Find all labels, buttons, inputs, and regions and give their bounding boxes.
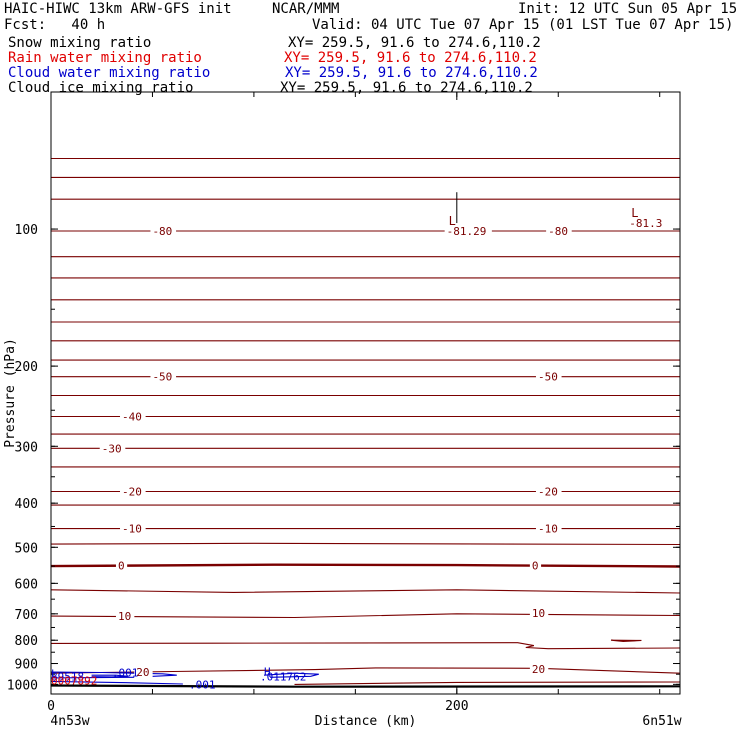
isotherm-label: -80: [152, 225, 172, 238]
cloud-water-label: H: [264, 666, 271, 679]
label-backdrop: [529, 606, 549, 619]
contour-labels: -80L-81.29 -80L-81.3-50 -50-40-30-20 -20-10…: [51, 206, 668, 691]
y-tick-label: 100: [15, 223, 38, 238]
isotherm-label: 20: [136, 666, 149, 679]
isotherm-label: -80: [548, 225, 568, 238]
isotherm-closed-contour: [610, 639, 642, 643]
cloud-water-line: [91, 674, 129, 678]
isotherm-label: 0: [532, 559, 539, 572]
isotherm-line: [294, 681, 681, 685]
isotherm-label: -81.29: [447, 225, 487, 238]
x-tick-label: 200: [445, 699, 468, 714]
rain-water-label: 0007892: [51, 674, 97, 687]
field-xy-rain: XY= 259.5, 91.6 to 274.6,110.2: [284, 50, 537, 66]
field-xy-cloud-water: XY= 259.5, 91.6 to 274.6,110.2: [285, 65, 538, 81]
y-tick-label: 200: [15, 360, 38, 375]
isotherm-label: 0: [118, 559, 125, 572]
x-tick-label: 0: [47, 699, 55, 714]
forecast-hour: Fcst: 40 h: [4, 17, 106, 33]
label-backdrop: [529, 559, 542, 572]
isotherm-label: -20: [538, 485, 558, 498]
isotherm-label: 20: [532, 663, 545, 676]
isotherm-line: [50, 563, 681, 568]
label-backdrop: [535, 522, 562, 535]
isotherm-line: [50, 589, 681, 594]
y-tick-label: 700: [15, 608, 38, 623]
field-name-cloud-water: Cloud water mixing ratio: [8, 65, 211, 81]
isotherm-line: [50, 642, 681, 650]
y-tick-label: 400: [15, 497, 38, 512]
x-left-endpoint: 4n53w: [50, 714, 89, 729]
x-axis-label: Distance (km): [315, 714, 417, 729]
init-time: Init: 12 UTC Sun 05 Apr 15: [518, 1, 738, 17]
extremum-marker: L: [449, 214, 456, 228]
cloud-water-label: .001: [112, 667, 139, 680]
isotherm-label: -50: [538, 371, 558, 384]
y-axis-label: Pressure (hPa): [3, 338, 18, 448]
label-backdrop: [535, 370, 562, 383]
label-backdrop: [150, 225, 177, 238]
isotherm-label: -81.3: [629, 217, 662, 230]
isotherm-label: -10: [538, 523, 558, 536]
label-backdrop: [444, 225, 492, 238]
isotherm-line: [50, 613, 681, 619]
cloud-water-line: [50, 680, 183, 685]
cloud-water-line: [263, 672, 319, 678]
label-backdrop: [120, 410, 146, 423]
isotherm-label: -20: [122, 485, 142, 498]
cloud-water-label: 89518: [51, 671, 84, 684]
y-tick-label: 900: [15, 658, 38, 673]
cloud-water-line: [50, 671, 177, 679]
x-right-endpoint: 6n51w: [642, 714, 681, 729]
isotherm-label: 10: [532, 607, 545, 620]
isotherm-label: 10: [118, 610, 131, 623]
y-tick-label: 600: [15, 577, 38, 592]
extremum-marker: L: [631, 206, 638, 220]
label-backdrop: [120, 522, 146, 535]
label-backdrop: [627, 217, 668, 230]
x-axis: 0 200: [47, 92, 661, 714]
field-name-snow: Snow mixing ratio: [8, 35, 152, 51]
label-backdrop: [115, 610, 135, 623]
plot-frame: [50, 91, 681, 695]
label-backdrop: [99, 442, 126, 455]
label-backdrop: [134, 666, 153, 679]
valid-time: Valid: 04 UTC Tue 07 Apr 15 (01 LST Tue …: [312, 17, 734, 33]
y-tick-label: 800: [15, 634, 38, 649]
field-xy-snow: XY= 259.5, 91.6 to 274.6,110.2: [288, 35, 541, 51]
isotherm-label: -10: [122, 523, 142, 536]
isotherm-label: -50: [152, 371, 172, 384]
cloud-water-label: .001: [189, 678, 216, 691]
surface-line: [50, 684, 681, 688]
isotherm-label: -40: [122, 410, 142, 423]
y-tick-label: 500: [15, 541, 38, 556]
cloud-water-contours: [50, 671, 319, 685]
label-backdrop: [529, 662, 549, 675]
label-backdrop: [546, 225, 572, 238]
label-backdrop: [150, 370, 177, 383]
y-tick-label: 300: [15, 440, 38, 455]
isotherm-contours: [50, 157, 681, 688]
field-name-rain: Rain water mixing ratio: [8, 50, 202, 66]
label-backdrop: [535, 485, 562, 498]
cloud-water-label: .011762: [260, 670, 306, 683]
isotherm-label: -30: [102, 442, 122, 455]
isotherm-line: [50, 542, 681, 546]
y-tick-label: 1000: [7, 678, 38, 693]
label-backdrop: [115, 559, 128, 572]
cloud-water-label: L: [51, 668, 58, 681]
model-title: HAIC-HIWC 13km ARW-GFS init: [4, 1, 232, 17]
org-label: NCAR/MMM: [272, 1, 340, 17]
label-backdrop: [120, 485, 146, 498]
